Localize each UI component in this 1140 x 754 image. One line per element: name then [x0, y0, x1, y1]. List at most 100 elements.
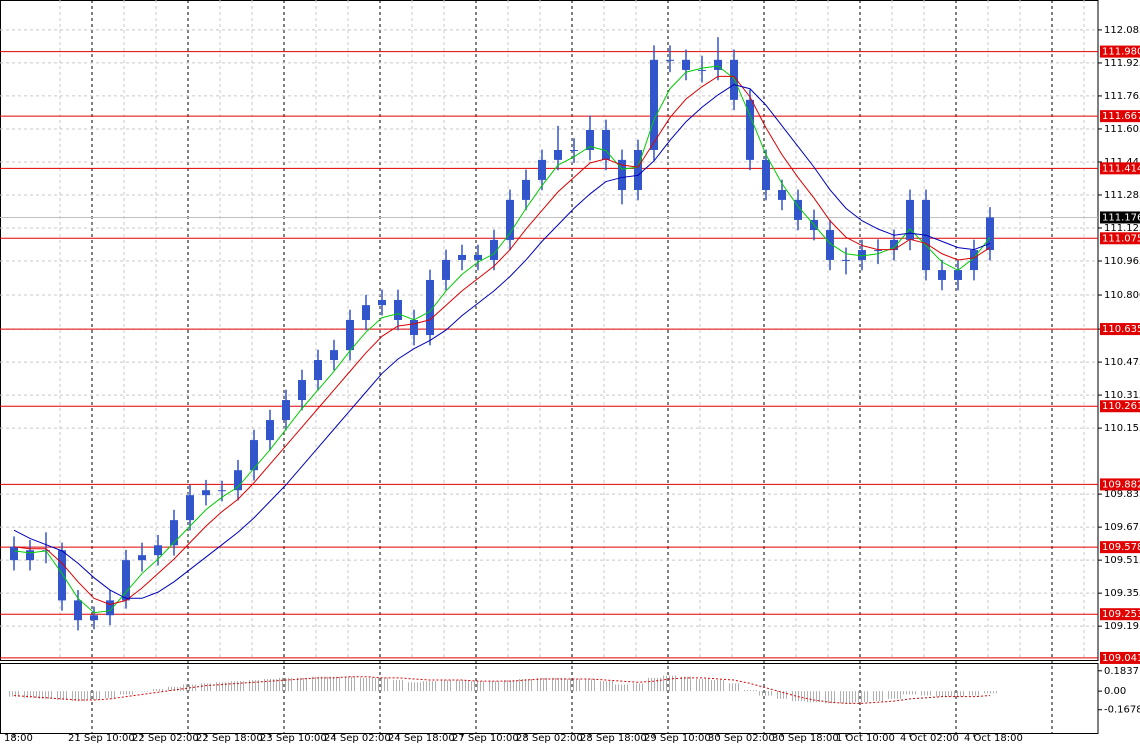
candle-body — [74, 600, 82, 621]
indicator-bar — [55, 691, 69, 700]
candle-body — [154, 545, 162, 556]
indicator-bar — [775, 691, 789, 699]
candle-body — [986, 217, 994, 251]
indicator-tick-label: 0.00 — [1104, 686, 1126, 697]
y-tick-label: 109.355 — [1104, 588, 1140, 599]
indicator-bar — [503, 680, 517, 692]
candle-body — [618, 159, 626, 191]
y-tick-label: 110.475 — [1104, 357, 1140, 368]
candle-body — [394, 299, 402, 320]
level-label: 109.253 — [1102, 609, 1140, 620]
candle-body — [602, 129, 610, 160]
indicator-bar — [247, 680, 261, 692]
candle-body — [202, 490, 210, 496]
level-label-box — [1100, 45, 1140, 58]
y-tick-label: 109.835 — [1104, 489, 1140, 500]
candle-body — [890, 239, 898, 251]
candle-body — [874, 250, 882, 252]
candle-body — [122, 560, 130, 601]
y-tick-label: 111.925 — [1104, 58, 1140, 69]
x-tick-label: 30 Sep 18:00 — [772, 733, 839, 744]
candle-body — [506, 199, 514, 240]
indicator-bar — [535, 677, 549, 692]
candle-body — [906, 199, 914, 240]
indicator-bar — [599, 681, 613, 692]
candle-body — [842, 259, 850, 261]
indicator-bar — [39, 691, 53, 699]
indicator-bar — [903, 691, 917, 695]
candle-body — [442, 259, 450, 280]
y-tick-label: 109.195 — [1104, 621, 1140, 632]
candle-body — [570, 149, 578, 151]
candle-body — [858, 250, 866, 260]
indicator-bar — [855, 691, 869, 703]
indicator-bar — [759, 691, 773, 696]
indicator-bar — [743, 690, 757, 692]
level-label-box — [1100, 110, 1140, 123]
moving-average — [13, 84, 991, 599]
y-tick-label: 109.675 — [1104, 522, 1140, 533]
candle-body — [378, 299, 386, 306]
indicator-bar — [151, 688, 165, 692]
candle-body — [26, 550, 34, 561]
x-tick-label: 24 Sep 02:00 — [324, 733, 391, 744]
level-label-box — [1100, 651, 1140, 664]
indicator-bar — [551, 677, 565, 692]
candle-body — [250, 440, 258, 471]
indicator-bar — [807, 691, 821, 703]
indicator-bar — [823, 691, 837, 704]
candle-body — [794, 199, 802, 220]
x-tick-label: 18:00 — [4, 733, 33, 744]
indicator-bar — [951, 691, 965, 697]
indicator-bar — [375, 677, 389, 692]
candle-body — [474, 255, 482, 260]
indicator-bar — [103, 691, 117, 698]
indicator-bar — [583, 678, 597, 692]
candle-body — [330, 350, 338, 361]
candle-body — [714, 59, 722, 70]
x-tick-label: 28 Sep 02:00 — [516, 733, 583, 744]
indicator-bar — [295, 677, 309, 692]
indicator-bar — [935, 691, 949, 697]
indicator-bar — [727, 683, 741, 692]
indicator-bar — [839, 691, 853, 704]
indicator-bar — [215, 682, 229, 692]
moving-average — [13, 65, 991, 614]
y-tick-label: 111.285 — [1104, 190, 1140, 201]
level-label: 111.980 — [1102, 47, 1140, 58]
x-tick-label: 29 Sep 10:00 — [644, 733, 711, 744]
level-label-box — [1100, 541, 1140, 554]
x-tick-label: 30 Sep 02:00 — [708, 733, 775, 744]
level-label: 110.635 — [1102, 324, 1140, 335]
indicator-bar — [439, 680, 453, 692]
indicator-bar — [871, 691, 885, 702]
candle-body — [650, 59, 658, 150]
indicator-bar — [663, 675, 677, 692]
indicator-bar — [327, 676, 341, 692]
candle-body — [634, 149, 642, 191]
indicator-bar — [199, 683, 213, 692]
indicator-bar — [791, 691, 805, 702]
indicator-bar — [679, 676, 693, 692]
indicator-bar — [279, 677, 293, 692]
y-tick-label: 111.765 — [1104, 91, 1140, 102]
candle-body — [522, 179, 530, 200]
level-label: 109.041 — [1102, 653, 1140, 664]
indicator-bar — [631, 683, 645, 692]
indicator-bar — [983, 691, 997, 694]
candle-body — [186, 495, 194, 521]
x-tick-label: 22 Sep 02:00 — [132, 733, 199, 744]
level-label-box — [1100, 608, 1140, 621]
candle-body — [106, 600, 114, 616]
indicator-bar — [359, 677, 373, 692]
candle-body — [170, 520, 178, 546]
level-label: 109.578 — [1102, 542, 1140, 553]
y-tick-label: 110.155 — [1104, 423, 1140, 434]
indicator-bar — [167, 686, 181, 692]
y-tick-label: 111.125 — [1104, 223, 1140, 234]
candle-body — [490, 239, 498, 260]
indicator-bar — [423, 681, 437, 692]
candle-body — [410, 319, 418, 336]
